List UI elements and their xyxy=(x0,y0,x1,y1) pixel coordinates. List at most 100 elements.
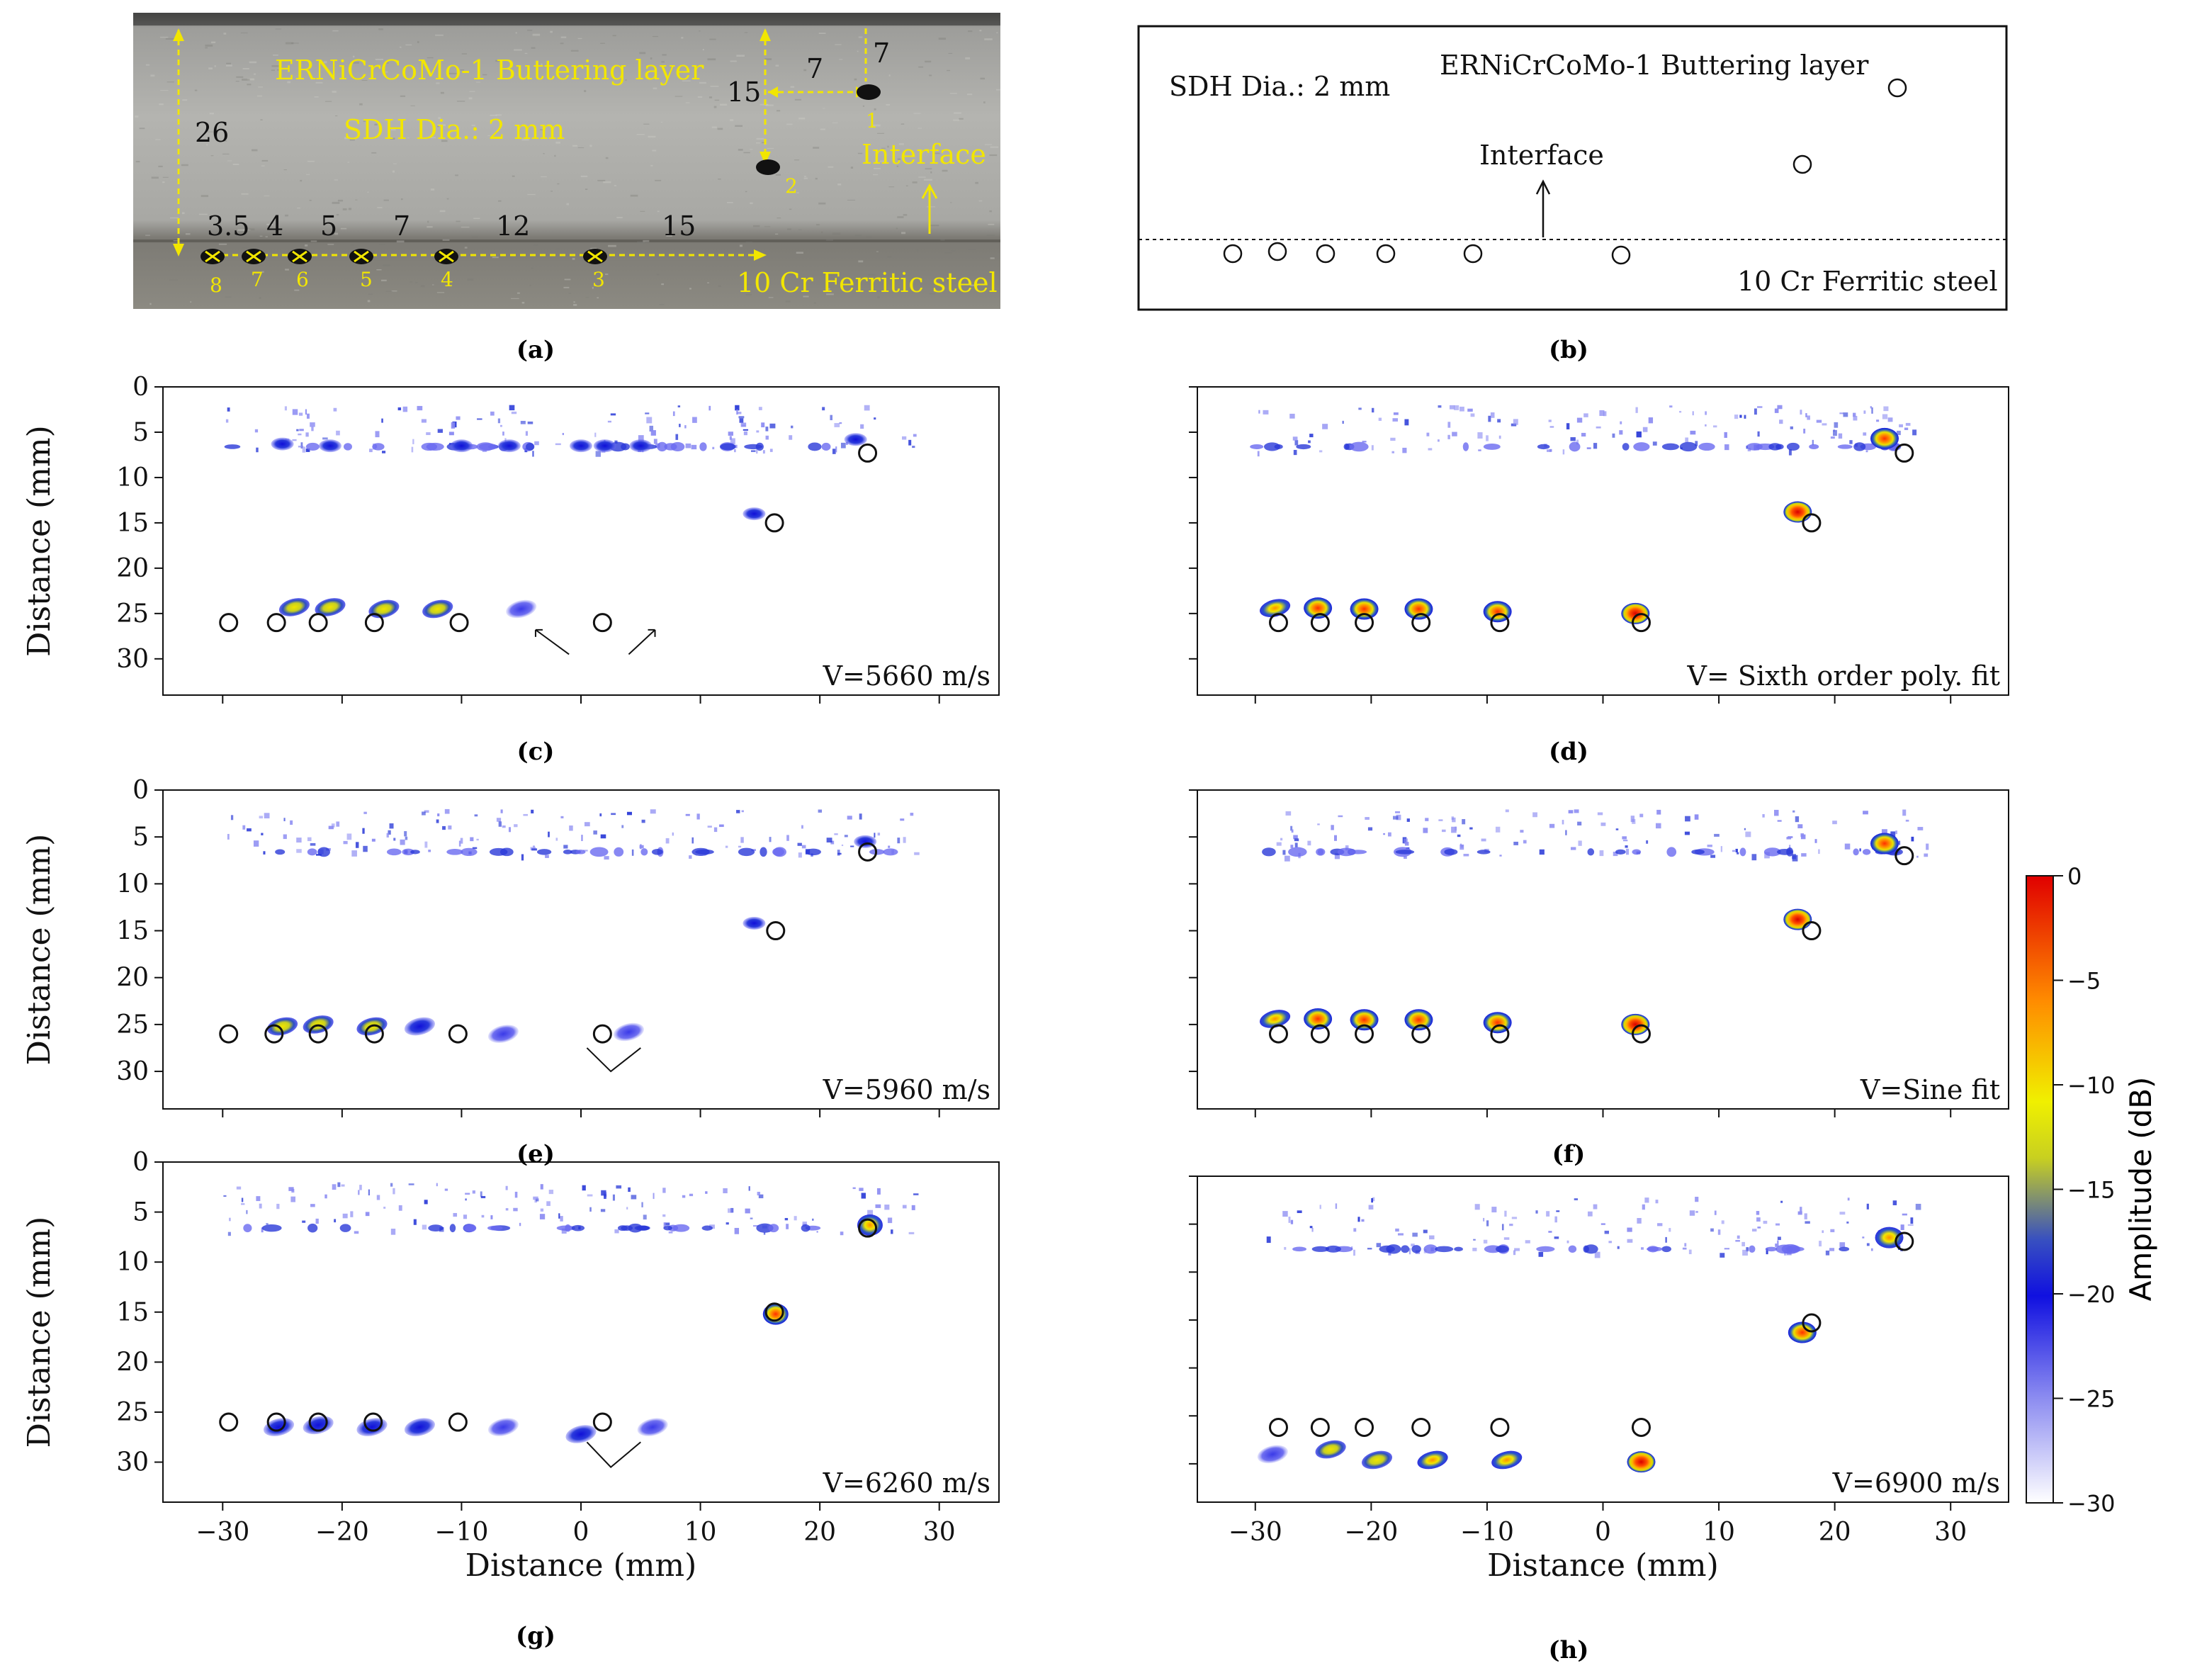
photo-grain xyxy=(337,199,344,202)
noise-mark xyxy=(1747,448,1751,451)
noise-mark xyxy=(1910,1217,1914,1224)
photo-grain xyxy=(285,269,289,271)
echo-blob xyxy=(422,599,453,619)
photo-interface-arrowhead xyxy=(921,183,938,199)
photo-grain xyxy=(314,96,319,98)
noise-mark xyxy=(561,1228,567,1234)
noise-mark xyxy=(1898,840,1901,845)
photo-grain xyxy=(563,286,570,288)
photo-texture xyxy=(135,28,1001,306)
photo-hole-number: 1 xyxy=(866,109,879,133)
photo-interface-label: Interface xyxy=(862,139,986,170)
noise-mark xyxy=(1404,419,1409,426)
noise-mark xyxy=(480,1195,486,1199)
noise-mark xyxy=(1460,845,1464,848)
noise-mark xyxy=(664,1222,670,1226)
photo-grain xyxy=(344,137,349,140)
photo-grain xyxy=(460,69,465,71)
photo-grain xyxy=(201,195,209,198)
noise-mark xyxy=(1924,853,1929,857)
noise-mark xyxy=(1690,430,1696,435)
noise-mark xyxy=(1477,432,1483,439)
hole-marker xyxy=(1490,1417,1510,1437)
photo-grain xyxy=(349,139,355,141)
noise-mark xyxy=(1504,1210,1507,1217)
photo-grain xyxy=(378,28,383,30)
y-axis-label: Distance (mm) xyxy=(21,425,57,657)
noise-mark xyxy=(1319,450,1323,453)
backwall-noise xyxy=(1862,849,1871,855)
backwall-noise xyxy=(1462,442,1469,451)
photo-grain xyxy=(657,210,660,213)
noise-mark xyxy=(1833,429,1837,436)
noise-mark xyxy=(1469,827,1473,830)
photo-grain xyxy=(584,90,587,92)
noise-mark xyxy=(444,808,450,814)
hole-marker xyxy=(1411,1024,1431,1044)
photo-grain xyxy=(975,181,978,184)
noise-mark xyxy=(685,443,691,449)
noise-mark xyxy=(662,1214,666,1217)
photo-grain xyxy=(334,179,339,181)
backwall-noise xyxy=(1477,850,1491,855)
photo-grain xyxy=(259,297,261,299)
photo-hole xyxy=(857,84,881,100)
hole-marker xyxy=(1355,1024,1374,1044)
photo-grain xyxy=(332,201,340,204)
echo-blob xyxy=(1870,427,1899,449)
backwall-noise xyxy=(1587,848,1595,856)
noise-mark xyxy=(1297,1210,1302,1213)
photo-hole-number: 7 xyxy=(251,268,264,291)
noise-mark xyxy=(426,432,431,435)
photo-grain xyxy=(247,84,252,86)
noise-mark xyxy=(1916,855,1919,858)
noise-mark xyxy=(497,418,501,424)
photo-grain xyxy=(640,210,645,212)
noise-mark xyxy=(1574,1198,1579,1200)
hole-marker xyxy=(364,613,384,633)
noise-mark xyxy=(355,842,359,848)
noise-mark xyxy=(292,409,298,415)
photo-grain xyxy=(348,208,352,210)
noise-mark xyxy=(490,411,495,416)
photo-grain xyxy=(306,174,310,175)
noise-mark xyxy=(769,423,776,429)
noise-mark xyxy=(1282,850,1286,855)
backwall-noise xyxy=(1569,441,1581,452)
noise-mark xyxy=(867,1210,874,1215)
backwall-noise xyxy=(1691,849,1705,855)
noise-mark xyxy=(1596,426,1601,429)
photo-grain xyxy=(198,213,208,215)
noise-mark xyxy=(296,838,302,843)
noise-mark xyxy=(614,1229,619,1234)
noise-mark xyxy=(581,835,583,842)
noise-mark xyxy=(638,435,644,441)
backwall-noise xyxy=(652,849,663,855)
backwall-noise xyxy=(449,1224,456,1233)
photo-grain xyxy=(653,87,657,89)
noise-mark xyxy=(1619,430,1623,435)
photo-grain xyxy=(682,80,691,81)
photo-grain xyxy=(888,74,891,77)
noise-mark xyxy=(1470,413,1475,417)
noise-mark xyxy=(689,855,692,859)
noise-mark xyxy=(1617,1246,1620,1249)
noise-mark xyxy=(476,838,479,841)
schematic-hole xyxy=(1223,244,1243,264)
photo-grain xyxy=(237,229,246,232)
noise-mark xyxy=(758,1194,764,1199)
noise-mark xyxy=(639,845,644,849)
photo-grain xyxy=(898,143,904,145)
noise-mark xyxy=(246,1210,248,1214)
backwall-noise xyxy=(1666,847,1677,857)
noise-mark xyxy=(1292,436,1298,441)
photo-grain xyxy=(803,295,809,298)
noise-mark xyxy=(264,813,270,818)
noise-mark xyxy=(1390,437,1396,441)
schematic-hole xyxy=(1887,78,1907,98)
indicator-arrow xyxy=(586,1047,641,1073)
noise-mark xyxy=(315,854,322,856)
noise-mark xyxy=(1586,447,1591,449)
photo-grain xyxy=(427,226,433,228)
hole-marker xyxy=(308,613,328,633)
